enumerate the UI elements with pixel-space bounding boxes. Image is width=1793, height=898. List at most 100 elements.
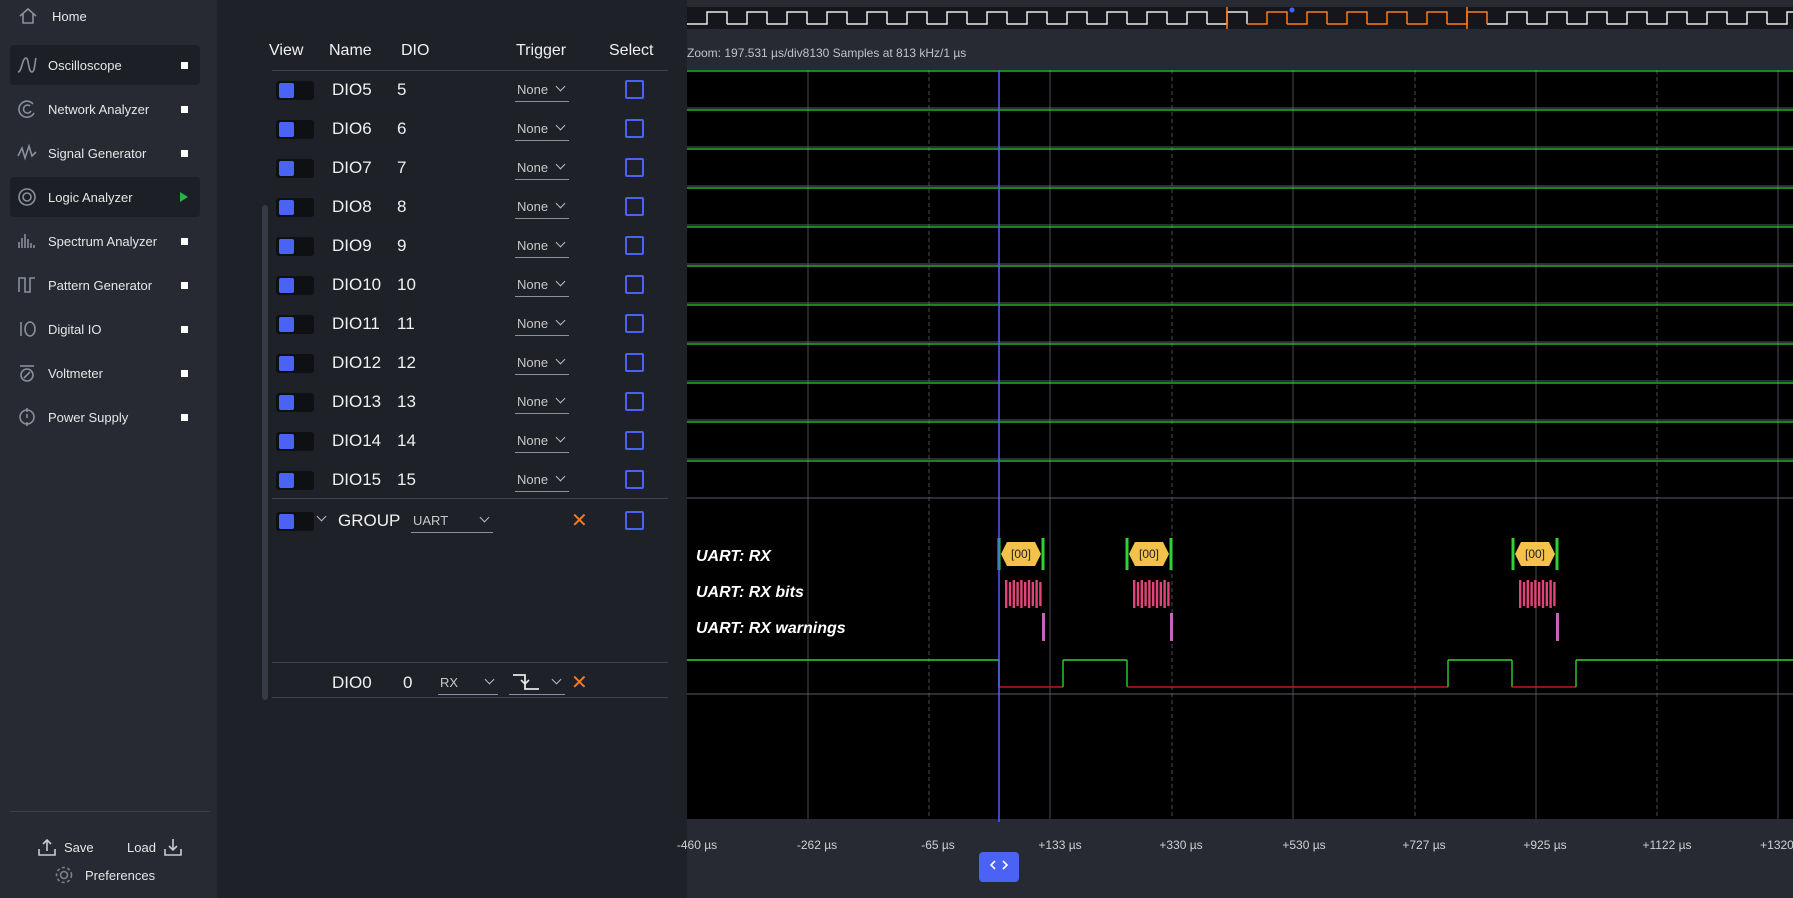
waveform-plot[interactable]: [00] [00] [00] [687, 70, 1793, 822]
channel-view-toggle[interactable] [276, 315, 314, 334]
channel-view-toggle[interactable] [276, 393, 314, 412]
trigger-select[interactable]: None [515, 389, 569, 414]
uart-bit-mark [1163, 580, 1166, 608]
minimap-overview[interactable] [687, 7, 1793, 29]
trigger-select[interactable]: None [515, 272, 569, 297]
channel-dio: 8 [397, 197, 407, 216]
sidebar-item-oscilloscope[interactable]: Oscilloscope [10, 45, 200, 85]
trigger-select[interactable]: None [515, 428, 569, 453]
channel-view-toggle[interactable] [276, 81, 314, 100]
time-tick-label: +133 µs [1038, 838, 1082, 852]
channel-view-toggle[interactable] [276, 354, 314, 373]
group-divider [272, 498, 668, 499]
uart-packet [1129, 542, 1169, 566]
sidebar-item-network-analyzer[interactable]: Network Analyzer [10, 89, 200, 129]
trigger-select[interactable]: None [515, 350, 569, 375]
chevron-down-icon [551, 674, 562, 685]
cursor-handle-button[interactable] [979, 852, 1019, 882]
remove-group-button[interactable]: ✕ [571, 510, 588, 532]
uart-bit-mark [1522, 582, 1526, 606]
uart-bit-mark [1133, 580, 1136, 608]
channel-name: DIO13 [332, 392, 382, 411]
channel-view-toggle[interactable] [276, 471, 314, 490]
sidebar-item-digital-io[interactable]: Digital IO [10, 309, 200, 349]
channel-view-toggle[interactable] [276, 120, 314, 139]
sidebar-item-logic-analyzer[interactable]: Logic Analyzer [10, 177, 200, 217]
chevron-down-icon [555, 159, 566, 170]
channel-select-checkbox[interactable] [625, 470, 644, 489]
stopped-status-icon [181, 413, 188, 421]
channel-select-checkbox[interactable] [625, 119, 644, 138]
load-button[interactable]: Load [127, 836, 184, 858]
channel-select-checkbox[interactable] [625, 431, 644, 450]
trigger-select[interactable]: None [515, 77, 569, 102]
uart-bit-mark [1541, 580, 1545, 608]
trigger-select[interactable]: None [515, 155, 569, 180]
sidebar-item-power-supply[interactable]: Power Supply [10, 397, 200, 437]
trigger-select[interactable]: None [515, 194, 569, 219]
channel-select-checkbox[interactable] [625, 158, 644, 177]
decoder-select[interactable]: UART [411, 508, 493, 533]
uart-bit-mark [1538, 582, 1541, 606]
instrument-list: Oscilloscope Network Analyzer Signal Gen… [10, 45, 200, 441]
channel-view-toggle[interactable] [276, 276, 314, 295]
time-tick-label: -262 µs [796, 838, 838, 852]
channel-view-toggle[interactable] [276, 432, 314, 451]
header-name: Name [329, 42, 372, 59]
channel-view-toggle[interactable] [276, 237, 314, 256]
gear-icon [53, 864, 75, 886]
logic-analyzer-icon [16, 186, 38, 208]
channel-select-checkbox[interactable] [625, 392, 644, 411]
voltmeter-icon [16, 362, 38, 384]
minimap-cursor-marker [1289, 7, 1295, 13]
channel-dio: 13 [397, 392, 416, 411]
sidebar-item-signal-generator[interactable]: Signal Generator [10, 133, 200, 173]
running-status-icon [180, 192, 188, 202]
sidebar-item-pattern-generator[interactable]: Pattern Generator [10, 265, 200, 305]
pattern-generator-icon [16, 274, 38, 296]
save-button[interactable]: Save [36, 836, 94, 858]
trigger-select[interactable]: None [515, 467, 569, 492]
group-row: GROUP UART ✕ [272, 502, 668, 541]
channel-panel: View Name DIO Trigger Select DIO5 5 None DI… [217, 0, 687, 898]
channel-select-checkbox[interactable] [625, 197, 644, 216]
decoder-row-label: UART: RX [696, 548, 771, 565]
header-dio: DIO [401, 42, 430, 59]
chevron-down-icon[interactable] [316, 511, 327, 522]
trigger-select-value: None [517, 160, 549, 175]
trigger-select[interactable]: None [515, 116, 569, 141]
scrollbar-thumb[interactable] [262, 205, 268, 700]
uart-packet [1001, 542, 1041, 566]
remove-channel-button[interactable]: ✕ [571, 672, 588, 694]
channel-select-checkbox[interactable] [625, 353, 644, 372]
channel-name: DIO5 [332, 80, 372, 99]
trigger-select[interactable]: None [515, 311, 569, 336]
channel-select-checkbox[interactable] [625, 80, 644, 99]
channel-view-toggle[interactable] [276, 198, 314, 217]
group-view-toggle[interactable] [276, 512, 314, 531]
trigger-select-value: None [517, 238, 549, 253]
channel-name: DIO9 [332, 236, 372, 255]
trigger-select[interactable]: None [515, 233, 569, 258]
channel-select-checkbox[interactable] [625, 314, 644, 333]
home-button[interactable]: Home [0, 0, 217, 32]
sidebar-item-label: Spectrum Analyzer [48, 233, 158, 249]
channel-row: DIO13 13 None [272, 383, 668, 422]
trigger-select-value: None [517, 277, 549, 292]
trigger-select-value: None [517, 472, 549, 487]
channel-role-select[interactable]: RX [438, 670, 498, 695]
edge-trigger-select[interactable] [509, 670, 565, 695]
stopped-status-icon [181, 237, 188, 245]
uart-bit-mark [1155, 580, 1159, 608]
digital-io-icon [16, 318, 38, 340]
uart-bit-mark [1159, 582, 1162, 606]
group-select-checkbox[interactable] [625, 511, 644, 530]
sidebar-item-voltmeter[interactable]: Voltmeter [10, 353, 200, 393]
channel-view-toggle[interactable] [276, 159, 314, 178]
trigger-select-value: None [517, 316, 549, 331]
channel-select-checkbox[interactable] [625, 275, 644, 294]
channel-select-checkbox[interactable] [625, 236, 644, 255]
uart-packet [1515, 542, 1555, 566]
preferences-button[interactable]: Preferences [53, 864, 155, 886]
sidebar-item-spectrum-analyzer[interactable]: Spectrum Analyzer [10, 221, 200, 261]
